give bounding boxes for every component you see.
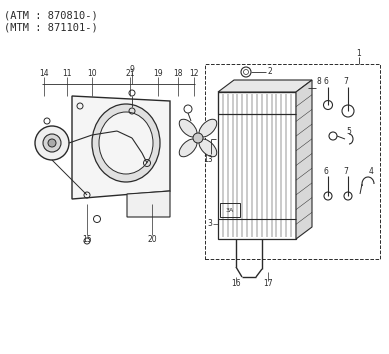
Ellipse shape: [199, 119, 217, 137]
Polygon shape: [296, 80, 312, 239]
Text: 12: 12: [189, 69, 199, 79]
Circle shape: [48, 139, 56, 147]
Text: 5: 5: [347, 126, 351, 136]
Bar: [205, 64, 380, 259]
Text: 21: 21: [125, 69, 135, 79]
Polygon shape: [72, 96, 170, 199]
Text: 7: 7: [343, 78, 349, 86]
Text: 2: 2: [268, 68, 272, 76]
Text: 4: 4: [368, 166, 373, 176]
Text: 13: 13: [203, 154, 213, 164]
Text: 10: 10: [87, 69, 97, 79]
Ellipse shape: [99, 112, 153, 174]
Text: 20: 20: [147, 234, 157, 244]
Text: 1: 1: [357, 50, 361, 58]
Text: 6: 6: [324, 78, 328, 86]
Text: 3A: 3A: [226, 207, 234, 212]
Ellipse shape: [199, 139, 217, 157]
Text: (ATM : 870810-): (ATM : 870810-): [4, 11, 98, 21]
Text: 16: 16: [231, 280, 241, 289]
Polygon shape: [127, 191, 170, 217]
Text: 7: 7: [343, 166, 349, 176]
Text: 6: 6: [324, 166, 328, 176]
Text: 18: 18: [173, 69, 183, 79]
Ellipse shape: [179, 119, 197, 137]
Text: 15: 15: [82, 234, 92, 244]
Ellipse shape: [179, 139, 197, 157]
Bar: [220, 203, 240, 217]
Text: 19: 19: [153, 69, 163, 79]
Ellipse shape: [92, 104, 160, 182]
Bar: [218, 92, 296, 239]
Bar: [218, 92, 296, 114]
Text: 8: 8: [317, 78, 321, 86]
Text: 3: 3: [208, 219, 212, 228]
Text: 17: 17: [263, 280, 273, 289]
Polygon shape: [218, 80, 312, 92]
Circle shape: [43, 134, 61, 152]
Text: (MTM : 871101-): (MTM : 871101-): [4, 23, 98, 33]
Circle shape: [193, 133, 203, 143]
Text: 11: 11: [62, 69, 72, 79]
Circle shape: [35, 126, 69, 160]
Text: 14: 14: [39, 69, 49, 79]
Text: 9: 9: [130, 64, 135, 74]
